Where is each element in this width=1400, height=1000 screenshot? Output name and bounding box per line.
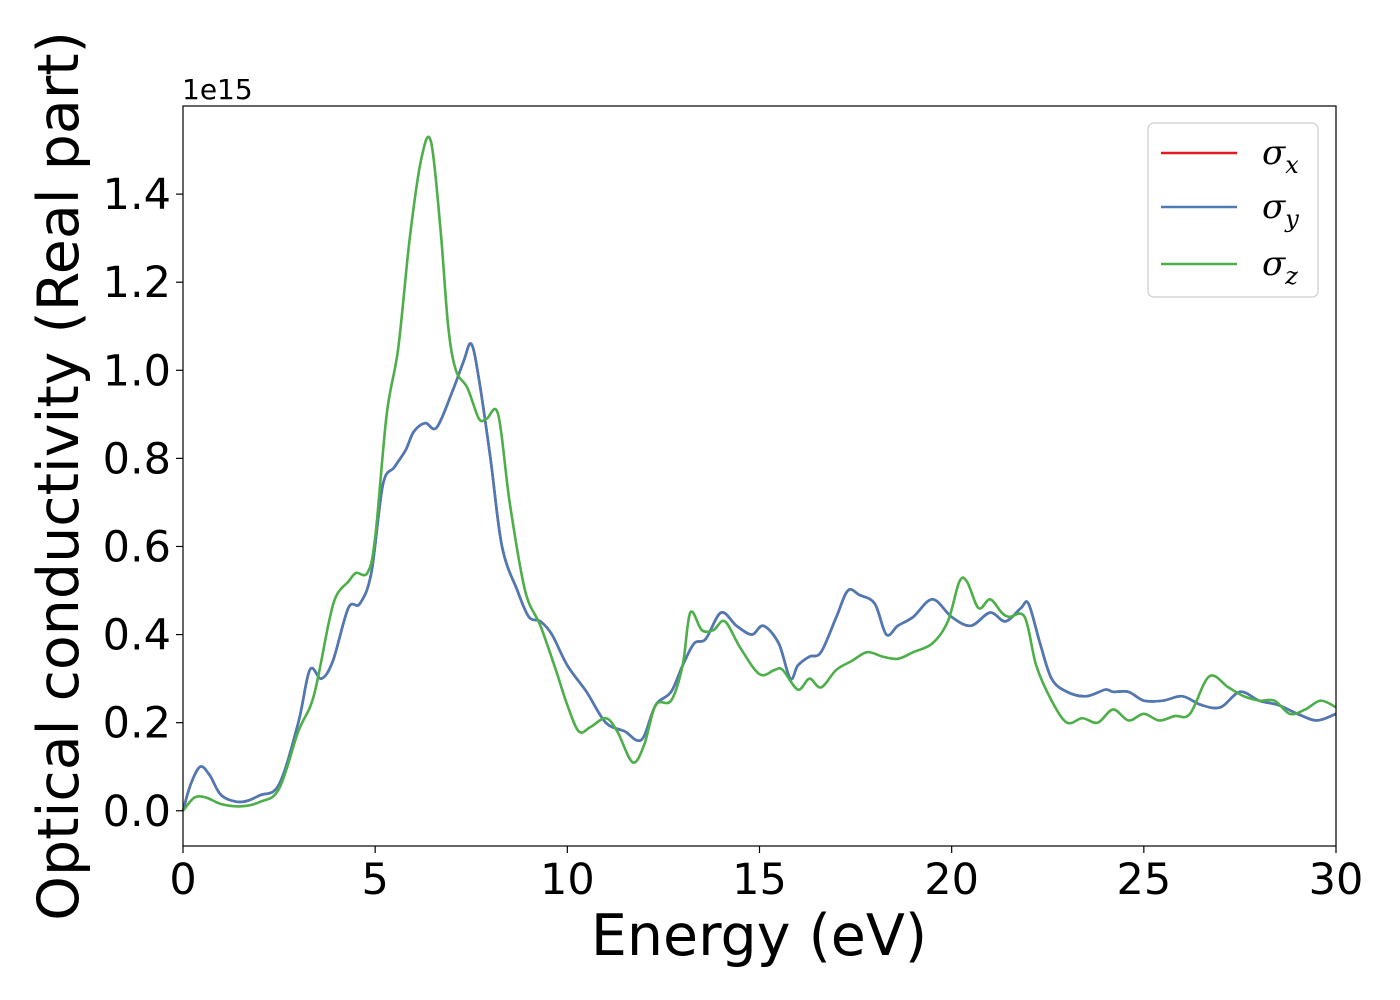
y-offset-label: 1e15 — [182, 73, 253, 106]
y-tick-label: 1.2 — [103, 258, 171, 308]
series-line-y — [181, 342, 1337, 812]
x-tick-label: 30 — [1309, 855, 1364, 905]
legend-label-y: σy — [1262, 187, 1299, 233]
y-tick-label: 1.0 — [103, 346, 171, 396]
y-axis-label: Optical conductivity (Real part) — [26, 31, 92, 921]
x-tick-label: 15 — [732, 855, 787, 905]
legend: σx σy σz — [1147, 122, 1319, 298]
x-tick-label: 25 — [1116, 855, 1171, 905]
y-tick-label: 0.4 — [103, 611, 171, 661]
x-axis-label: Energy (eV) — [591, 903, 927, 969]
series-line-z — [181, 135, 1337, 812]
x-tick-label: 10 — [540, 855, 595, 905]
y-tick-label: 0.0 — [103, 787, 171, 837]
x-tick-label: 20 — [924, 855, 979, 905]
legend-box — [1147, 122, 1319, 298]
y-tick-label: 0.8 — [103, 434, 171, 484]
x-tick-label: 5 — [361, 855, 388, 905]
legend-label-z: σz — [1262, 244, 1298, 290]
y-tick-label: 1.4 — [103, 170, 171, 220]
plot-area — [183, 106, 1336, 846]
y-axis-ticks: 0.0 0.2 0.4 0.6 0.8 1.0 1.2 1.4 — [103, 170, 183, 837]
x-tick-label: 0 — [169, 855, 196, 905]
y-tick-label: 0.2 — [103, 699, 171, 749]
x-axis-ticks: 0 5 10 15 20 25 30 — [169, 846, 1363, 905]
legend-label-x: σx — [1262, 133, 1299, 179]
series-layer — [181, 135, 1337, 812]
y-tick-label: 0.6 — [103, 522, 171, 572]
